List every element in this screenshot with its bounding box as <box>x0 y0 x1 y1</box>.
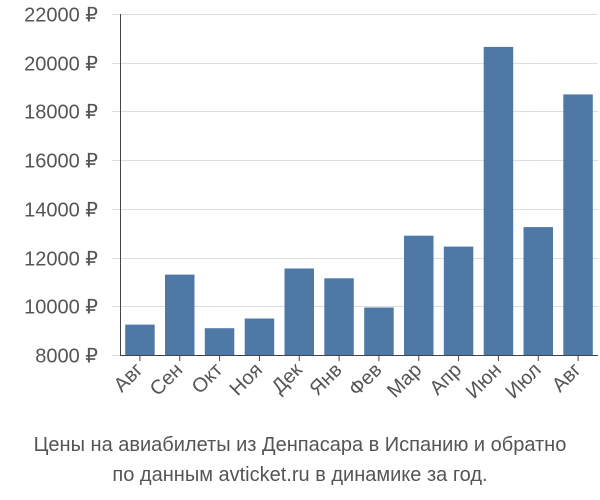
bar <box>244 318 275 355</box>
x-tick-label: Окт <box>188 359 227 398</box>
y-tick-label: 12000 ₽ <box>24 249 98 271</box>
chart-caption: Цены на авиабилеты из Денпасара в Испани… <box>0 430 600 490</box>
x-tick-label: Фев <box>345 359 387 401</box>
x-tick-label: Мар <box>383 359 426 402</box>
x-tick-label: Дек <box>268 359 307 398</box>
bars <box>125 46 593 356</box>
bar <box>284 268 314 355</box>
x-tick-label: Авг <box>548 359 586 397</box>
x-tick-label: Янв <box>306 359 347 400</box>
y-tick-label: 8000 ₽ <box>35 346 98 368</box>
bar <box>364 307 394 355</box>
axes <box>120 14 598 361</box>
bar <box>165 274 195 355</box>
y-axis-tick-labels: 8000 ₽ 10000 ₽ 12000 ₽ 14000 ₽ 16000 ₽ 18000 … <box>24 5 98 368</box>
bar <box>404 235 434 355</box>
bar <box>324 278 354 355</box>
bar <box>204 328 235 355</box>
x-tick-label: Авг <box>110 359 148 397</box>
caption-line-1: Цены на авиабилеты из Денпасара в Испани… <box>33 434 567 456</box>
y-tick-label: 10000 ₽ <box>24 297 98 319</box>
bar <box>563 94 593 356</box>
caption-line-2: по данным avticket.ru в динамике за год. <box>112 464 488 486</box>
bar <box>125 324 155 355</box>
bar-chart: 8000 ₽ 10000 ₽ 12000 ₽ 14000 ₽ 16000 ₽ 18000 … <box>24 5 598 403</box>
x-tick-label: Апр <box>426 359 467 400</box>
y-tick-label: 14000 ₽ <box>24 200 98 222</box>
bar <box>483 46 514 356</box>
x-tick-label: Ноя <box>226 359 267 400</box>
y-tick-label: 18000 ₽ <box>24 102 98 124</box>
bar <box>443 246 474 355</box>
bar <box>523 227 553 355</box>
y-tick-label: 20000 ₽ <box>24 54 98 76</box>
y-tick-label: 16000 ₽ <box>24 151 98 173</box>
x-tick-label: Сен <box>146 359 187 400</box>
y-tick-label: 22000 ₽ <box>24 5 98 27</box>
x-tick-label: Июл <box>502 359 546 403</box>
x-tick-label: Июн <box>462 359 506 403</box>
